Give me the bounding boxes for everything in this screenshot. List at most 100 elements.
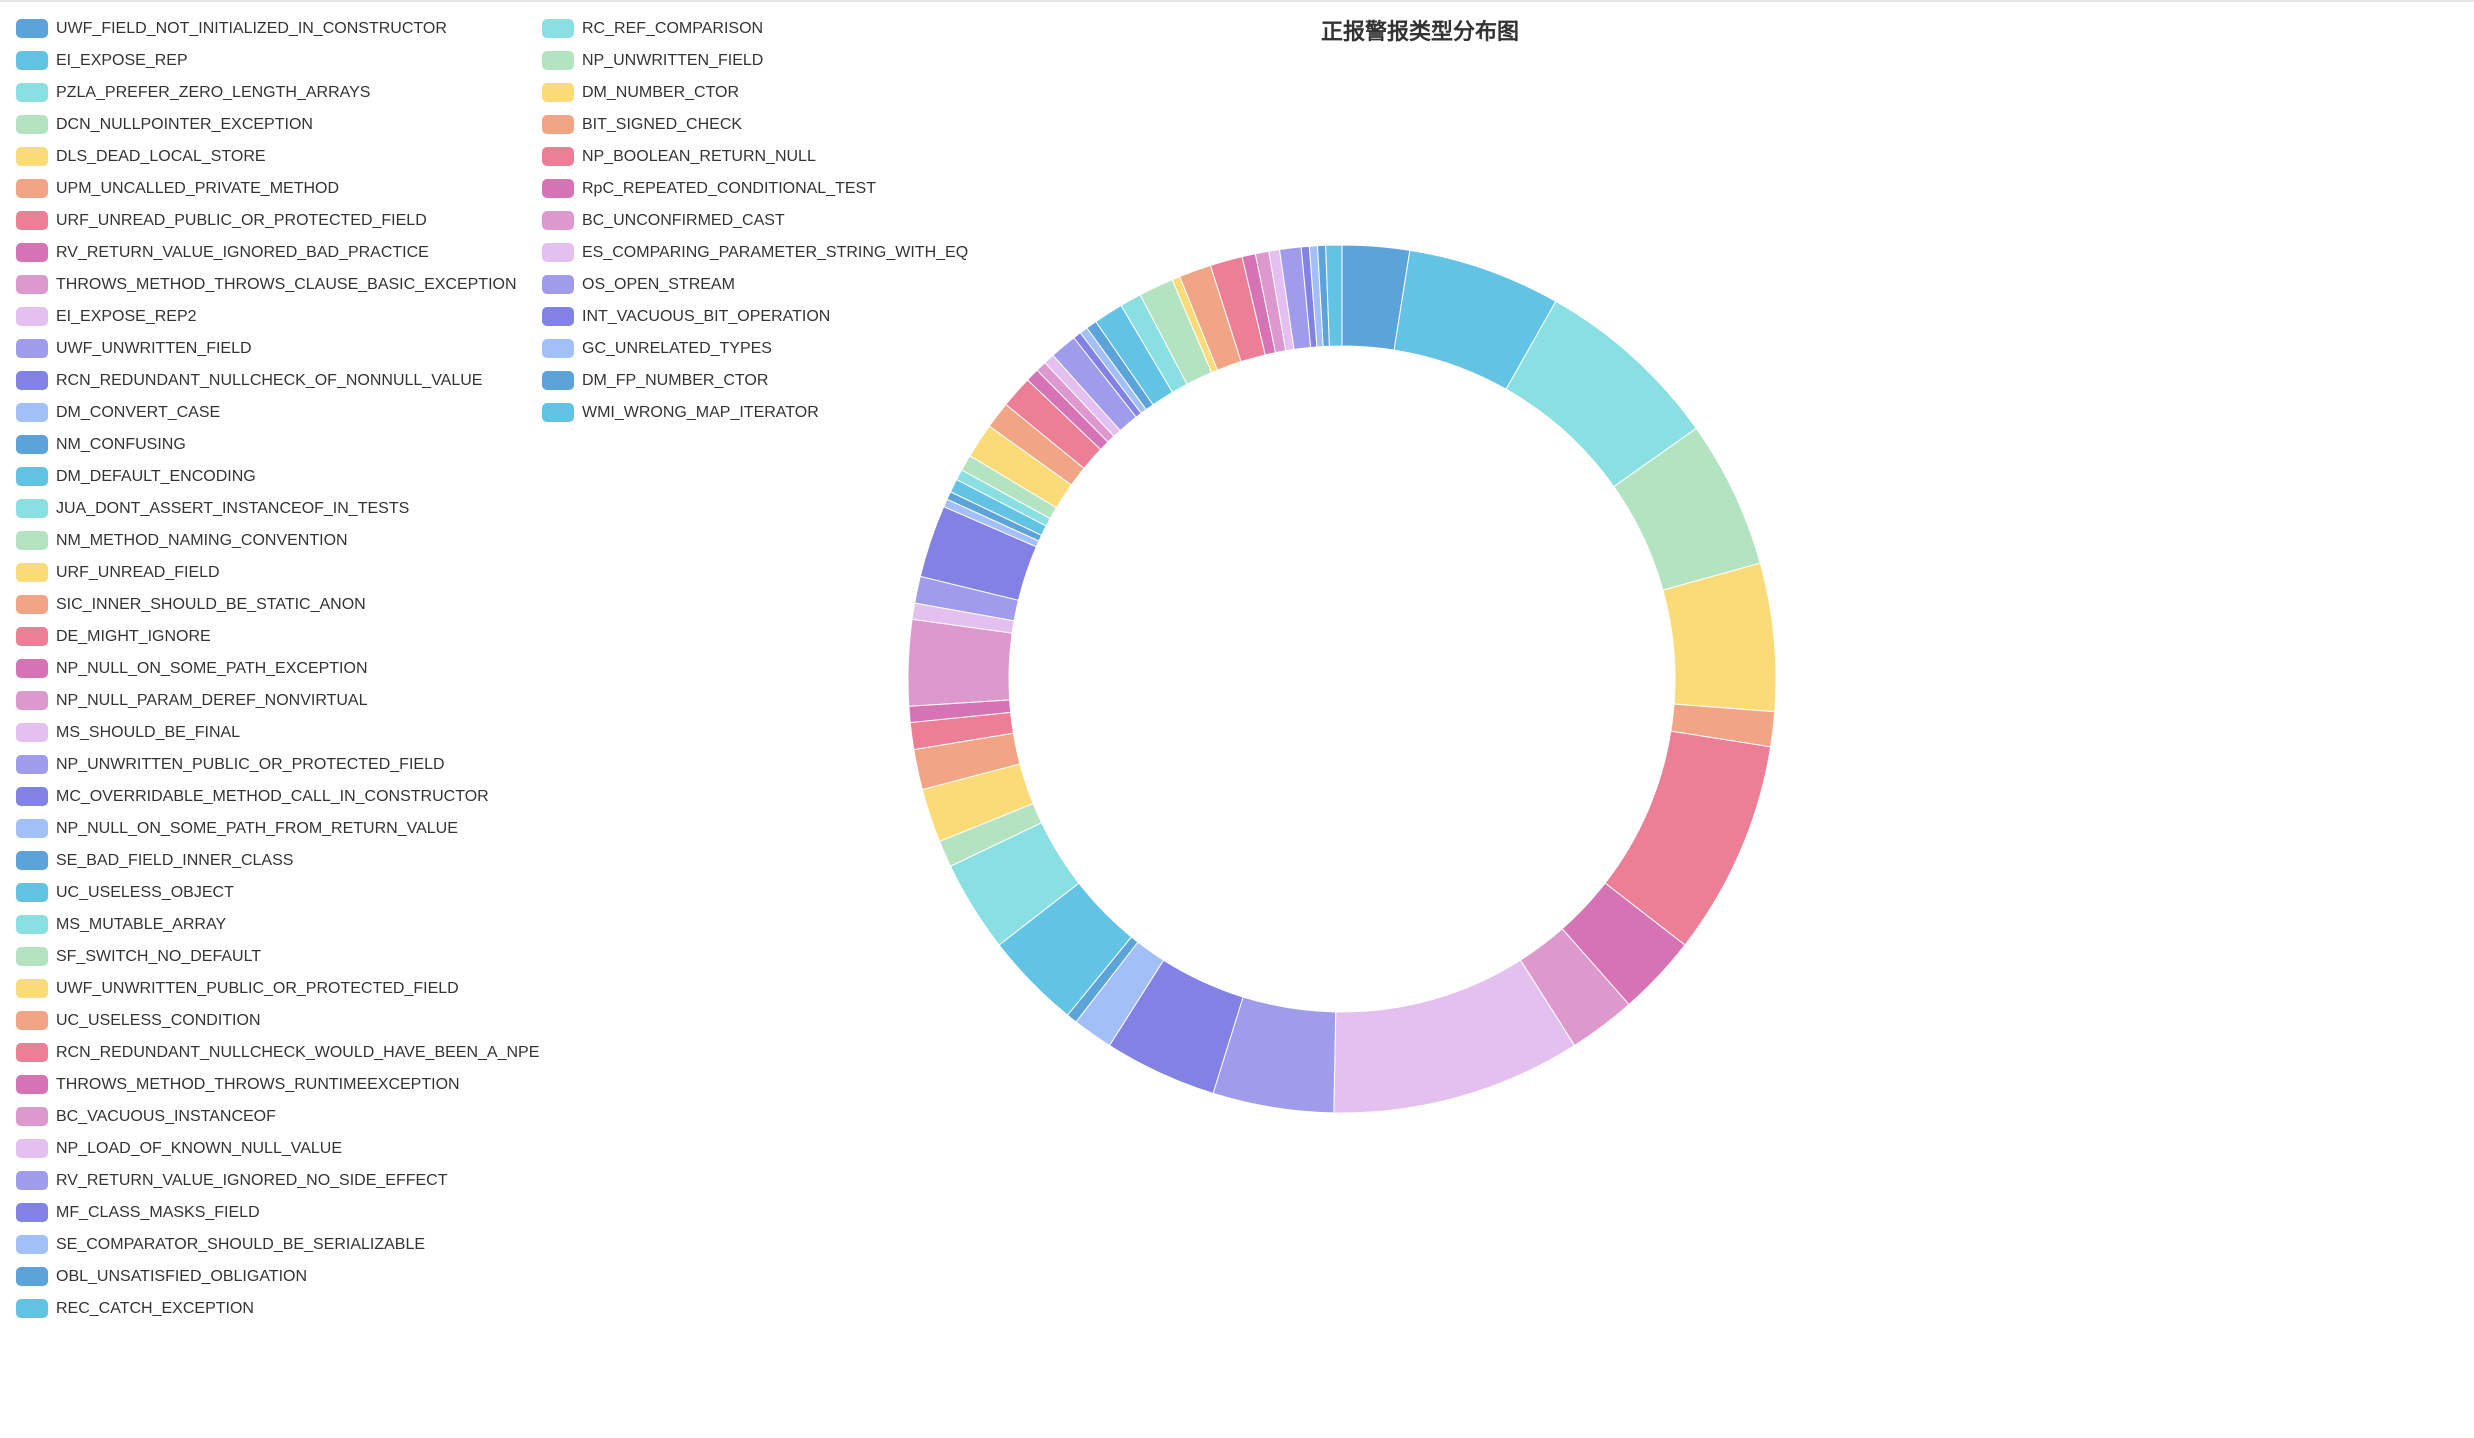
legend-swatch: [16, 755, 48, 774]
legend-label: SE_BAD_FIELD_INNER_CLASS: [56, 852, 294, 869]
legend-label: NP_UNWRITTEN_PUBLIC_OR_PROTECTED_FIELD: [56, 756, 445, 773]
legend-swatch: [16, 1011, 48, 1030]
legend-swatch: [16, 1203, 48, 1222]
legend-label: OBL_UNSATISFIED_OBLIGATION: [56, 1268, 308, 1285]
legend-swatch: [16, 435, 48, 454]
legend-swatch: [16, 275, 48, 294]
legend-label: DM_DEFAULT_ENCODING: [56, 468, 256, 485]
legend-label: DM_FP_NUMBER_CTOR: [582, 372, 769, 389]
legend-label: RpC_REPEATED_CONDITIONAL_TEST: [582, 180, 876, 197]
legend-swatch: [16, 1107, 48, 1126]
legend-label: UWF_UNWRITTEN_FIELD: [56, 340, 252, 357]
legend-label: NP_NULL_ON_SOME_PATH_EXCEPTION: [56, 660, 368, 677]
legend-swatch: [542, 179, 574, 198]
legend-label: UWF_FIELD_NOT_INITIALIZED_IN_CONSTRUCTOR: [56, 20, 447, 37]
legend-swatch: [16, 19, 48, 38]
legend-swatch: [542, 51, 574, 70]
legend-swatch: [16, 531, 48, 550]
legend-label: EI_EXPOSE_REP2: [56, 308, 197, 325]
legend-swatch: [16, 851, 48, 870]
legend-label: RV_RETURN_VALUE_IGNORED_NO_SIDE_EFFECT: [56, 1172, 448, 1189]
legend-label: SF_SWITCH_NO_DEFAULT: [56, 948, 262, 965]
legend-swatch: [542, 275, 574, 294]
legend-swatch: [542, 211, 574, 230]
legend-label: OS_OPEN_STREAM: [582, 276, 735, 293]
legend-label: DE_MIGHT_IGNORE: [56, 628, 211, 645]
legend-swatch: [542, 403, 574, 422]
chart-title: 正报警报类型分布图: [1320, 20, 1519, 45]
legend-label: RCN_REDUNDANT_NULLCHECK_WOULD_HAVE_BEEN_…: [56, 1044, 540, 1061]
legend-swatch: [16, 403, 48, 422]
legend-label: GC_UNRELATED_TYPES: [582, 340, 772, 357]
legend-swatch: [16, 307, 48, 326]
legend-label: NP_BOOLEAN_RETURN_NULL: [582, 148, 816, 165]
legend-label: UC_USELESS_CONDITION: [56, 1012, 261, 1029]
legend-label: UWF_UNWRITTEN_PUBLIC_OR_PROTECTED_FIELD: [56, 980, 459, 997]
legend-label: THROWS_METHOD_THROWS_RUNTIMEEXCEPTION: [56, 1076, 460, 1093]
legend-swatch: [16, 595, 48, 614]
legend-label: THROWS_METHOD_THROWS_CLAUSE_BASIC_EXCEPT…: [56, 276, 517, 293]
legend-swatch: [16, 499, 48, 518]
legend-label: EI_EXPOSE_REP: [56, 52, 188, 69]
legend-label: REC_CATCH_EXCEPTION: [56, 1300, 254, 1317]
legend-label: DLS_DEAD_LOCAL_STORE: [56, 148, 266, 165]
legend-label: WMI_WRONG_MAP_ITERATOR: [582, 404, 819, 421]
legend-swatch: [542, 19, 574, 38]
legend-label: UPM_UNCALLED_PRIVATE_METHOD: [56, 180, 340, 197]
legend-swatch: [16, 179, 48, 198]
legend-label: BC_UNCONFIRMED_CAST: [582, 212, 785, 229]
legend-swatch: [542, 371, 574, 390]
top-divider: [0, 0, 2474, 2]
legend-label: NP_NULL_ON_SOME_PATH_FROM_RETURN_VALUE: [56, 820, 458, 837]
legend-swatch: [16, 467, 48, 486]
legend-label: MF_CLASS_MASKS_FIELD: [56, 1204, 260, 1221]
legend-swatch: [16, 1267, 48, 1286]
legend-label: URF_UNREAD_PUBLIC_OR_PROTECTED_FIELD: [56, 212, 427, 229]
legend-label: NP_UNWRITTEN_FIELD: [582, 52, 764, 69]
legend-swatch: [16, 691, 48, 710]
legend-label: SE_COMPARATOR_SHOULD_BE_SERIALIZABLE: [56, 1236, 426, 1253]
legend-swatch: [16, 1139, 48, 1158]
legend-swatch: [16, 115, 48, 134]
legend-label: RCN_REDUNDANT_NULLCHECK_OF_NONNULL_VALUE: [56, 372, 483, 389]
legend-swatch: [16, 1075, 48, 1094]
legend-swatch: [16, 51, 48, 70]
legend-swatch: [542, 147, 574, 166]
donut-slice[interactable]: [1662, 562, 1777, 713]
legend-label: DCN_NULLPOINTER_EXCEPTION: [56, 116, 313, 133]
legend-label: ES_COMPARING_PARAMETER_STRING_WITH_EQ: [582, 244, 969, 261]
legend-swatch: [16, 627, 48, 646]
legend-swatch: [16, 819, 48, 838]
legend-label: JUA_DONT_ASSERT_INSTANCEOF_IN_TESTS: [56, 500, 410, 517]
legend-label: NM_METHOD_NAMING_CONVENTION: [56, 532, 348, 549]
legend-swatch: [542, 307, 574, 326]
legend-swatch: [16, 1299, 48, 1318]
legend-label: BC_VACUOUS_INSTANCEOF: [56, 1108, 276, 1125]
legend-swatch: [16, 371, 48, 390]
legend-swatch: [16, 1235, 48, 1254]
legend-label: DM_CONVERT_CASE: [56, 404, 221, 421]
legend-swatch: [16, 243, 48, 262]
donut-slice[interactable]: [1325, 244, 1343, 347]
legend-swatch: [16, 723, 48, 742]
legend-swatch: [542, 115, 574, 134]
legend-swatch: [16, 1043, 48, 1062]
legend-label: RC_REF_COMPARISON: [582, 20, 764, 37]
donut-slice[interactable]: [907, 618, 1013, 707]
legend-swatch: [16, 147, 48, 166]
legend-label: NP_NULL_PARAM_DEREF_NONVIRTUAL: [56, 692, 368, 709]
legend-label: PZLA_PREFER_ZERO_LENGTH_ARRAYS: [56, 84, 371, 101]
legend-swatch: [16, 787, 48, 806]
legend-label: URF_UNREAD_FIELD: [56, 564, 220, 581]
legend-swatch: [542, 339, 574, 358]
legend-label: UC_USELESS_OBJECT: [56, 884, 234, 901]
legend-label: SIC_INNER_SHOULD_BE_STATIC_ANON: [56, 596, 366, 613]
legend-label: NP_LOAD_OF_KNOWN_NULL_VALUE: [56, 1140, 343, 1157]
legend-swatch: [16, 947, 48, 966]
legend-swatch: [16, 915, 48, 934]
legend-swatch: [16, 883, 48, 902]
legend-label: NM_CONFUSING: [56, 436, 186, 453]
legend-label: RV_RETURN_VALUE_IGNORED_BAD_PRACTICE: [56, 244, 429, 261]
legend-swatch: [542, 83, 574, 102]
